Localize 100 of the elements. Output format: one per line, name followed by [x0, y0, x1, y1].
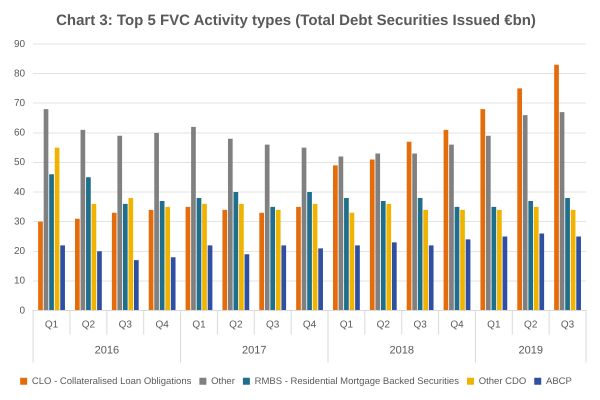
- bar: [560, 112, 564, 310]
- bar: [480, 109, 486, 310]
- bar: [344, 198, 349, 310]
- bar: [49, 174, 54, 310]
- bar: [576, 236, 581, 310]
- bar: [60, 245, 65, 310]
- bar: [233, 192, 238, 310]
- bar: [497, 210, 502, 310]
- bar: [112, 212, 117, 310]
- x-tick-label: Q2: [229, 319, 243, 330]
- bar: [128, 198, 134, 310]
- bar: [466, 239, 470, 310]
- bar: [148, 210, 154, 310]
- bar: [165, 206, 170, 310]
- bar: [418, 198, 422, 310]
- bar: [522, 115, 528, 310]
- legend-label: ABCP: [546, 376, 572, 387]
- legend-label: CLO - Collateralised Loan Obligations: [32, 376, 192, 387]
- bar: [570, 210, 576, 310]
- bar: [134, 260, 139, 310]
- bar: [370, 159, 375, 310]
- bar: [228, 138, 233, 310]
- y-tick-label: 0: [20, 305, 26, 316]
- bar: [97, 251, 102, 310]
- bar: [412, 154, 417, 310]
- x-tick-label: Q3: [560, 319, 575, 330]
- bar: [54, 148, 60, 310]
- bar: [449, 144, 454, 310]
- bar: [160, 200, 164, 310]
- y-tick-label: 90: [14, 38, 26, 50]
- bar: [281, 245, 286, 310]
- text: 2019: [518, 344, 543, 357]
- legend-label: Other: [211, 376, 235, 387]
- bar: [122, 204, 128, 310]
- chart-title: Chart 3: Top 5 FVC Activity types (Total Debt Securities Issued €bn): [56, 12, 536, 30]
- bar: [302, 148, 306, 310]
- x-tick-label: Q2: [524, 319, 538, 330]
- x-tick-label: Q4: [302, 319, 317, 330]
- bar: [565, 198, 570, 310]
- bar: [75, 218, 80, 310]
- y-tick-label: 20: [14, 246, 26, 258]
- bar: [406, 142, 412, 310]
- x-tick-label: Q1: [340, 319, 354, 330]
- x-tick-label: Q3: [118, 319, 132, 330]
- bar: [239, 204, 244, 310]
- x-tick-label: Q1: [487, 319, 501, 330]
- legend-label: RMBS - Residential Mortgage Backed Securities: [254, 376, 460, 387]
- y-tick-label: 70: [14, 98, 26, 109]
- bar: [44, 109, 48, 310]
- bar: [186, 206, 190, 310]
- bar: [312, 204, 318, 310]
- y-tick-label: 50: [14, 157, 26, 168]
- bar: [454, 206, 460, 310]
- bar: [92, 204, 96, 310]
- x-tick-label: Q4: [155, 319, 170, 330]
- bar: [333, 165, 338, 310]
- bar: [80, 130, 86, 310]
- bar: [259, 212, 264, 310]
- bar: [154, 132, 159, 310]
- bar: [534, 206, 539, 310]
- bar: [208, 245, 212, 310]
- text: 2016: [94, 344, 120, 357]
- bar: [517, 88, 522, 310]
- y-tick-label: 10: [14, 276, 26, 287]
- bar: [554, 64, 559, 310]
- x-tick-label: Q3: [413, 319, 428, 330]
- y-tick-label: 60: [14, 128, 26, 139]
- bar: [244, 254, 250, 310]
- bar: [202, 204, 207, 310]
- bar: [380, 200, 386, 310]
- bar: [276, 210, 281, 310]
- bar: [386, 204, 392, 310]
- bar: [296, 206, 301, 310]
- bar: [528, 200, 534, 310]
- bar: [350, 212, 354, 310]
- text: 2018: [389, 344, 414, 357]
- x-tick-label: Q3: [266, 319, 280, 330]
- bar: [375, 154, 380, 310]
- bar: [355, 245, 360, 310]
- bar: [170, 257, 176, 310]
- bar: [86, 177, 91, 310]
- x-tick-label: Q4: [450, 319, 464, 330]
- legend-label: Other CDO: [478, 376, 526, 387]
- x-tick-label: Q2: [376, 319, 390, 330]
- bar: [117, 136, 122, 310]
- bar: [444, 130, 448, 310]
- bar: [222, 210, 228, 310]
- y-tick-label: 40: [14, 186, 26, 198]
- bar: [264, 144, 270, 310]
- x-tick-label: Q1: [192, 319, 206, 330]
- bar: [539, 234, 544, 310]
- text: 2017: [242, 344, 267, 357]
- bar: [318, 248, 323, 310]
- bar: [460, 210, 465, 310]
- y-tick-label: 80: [14, 68, 26, 80]
- y-tick-label: 30: [14, 216, 26, 228]
- bar: [486, 136, 491, 310]
- bar: [423, 210, 428, 310]
- bar: [38, 222, 43, 310]
- bar: [428, 245, 434, 310]
